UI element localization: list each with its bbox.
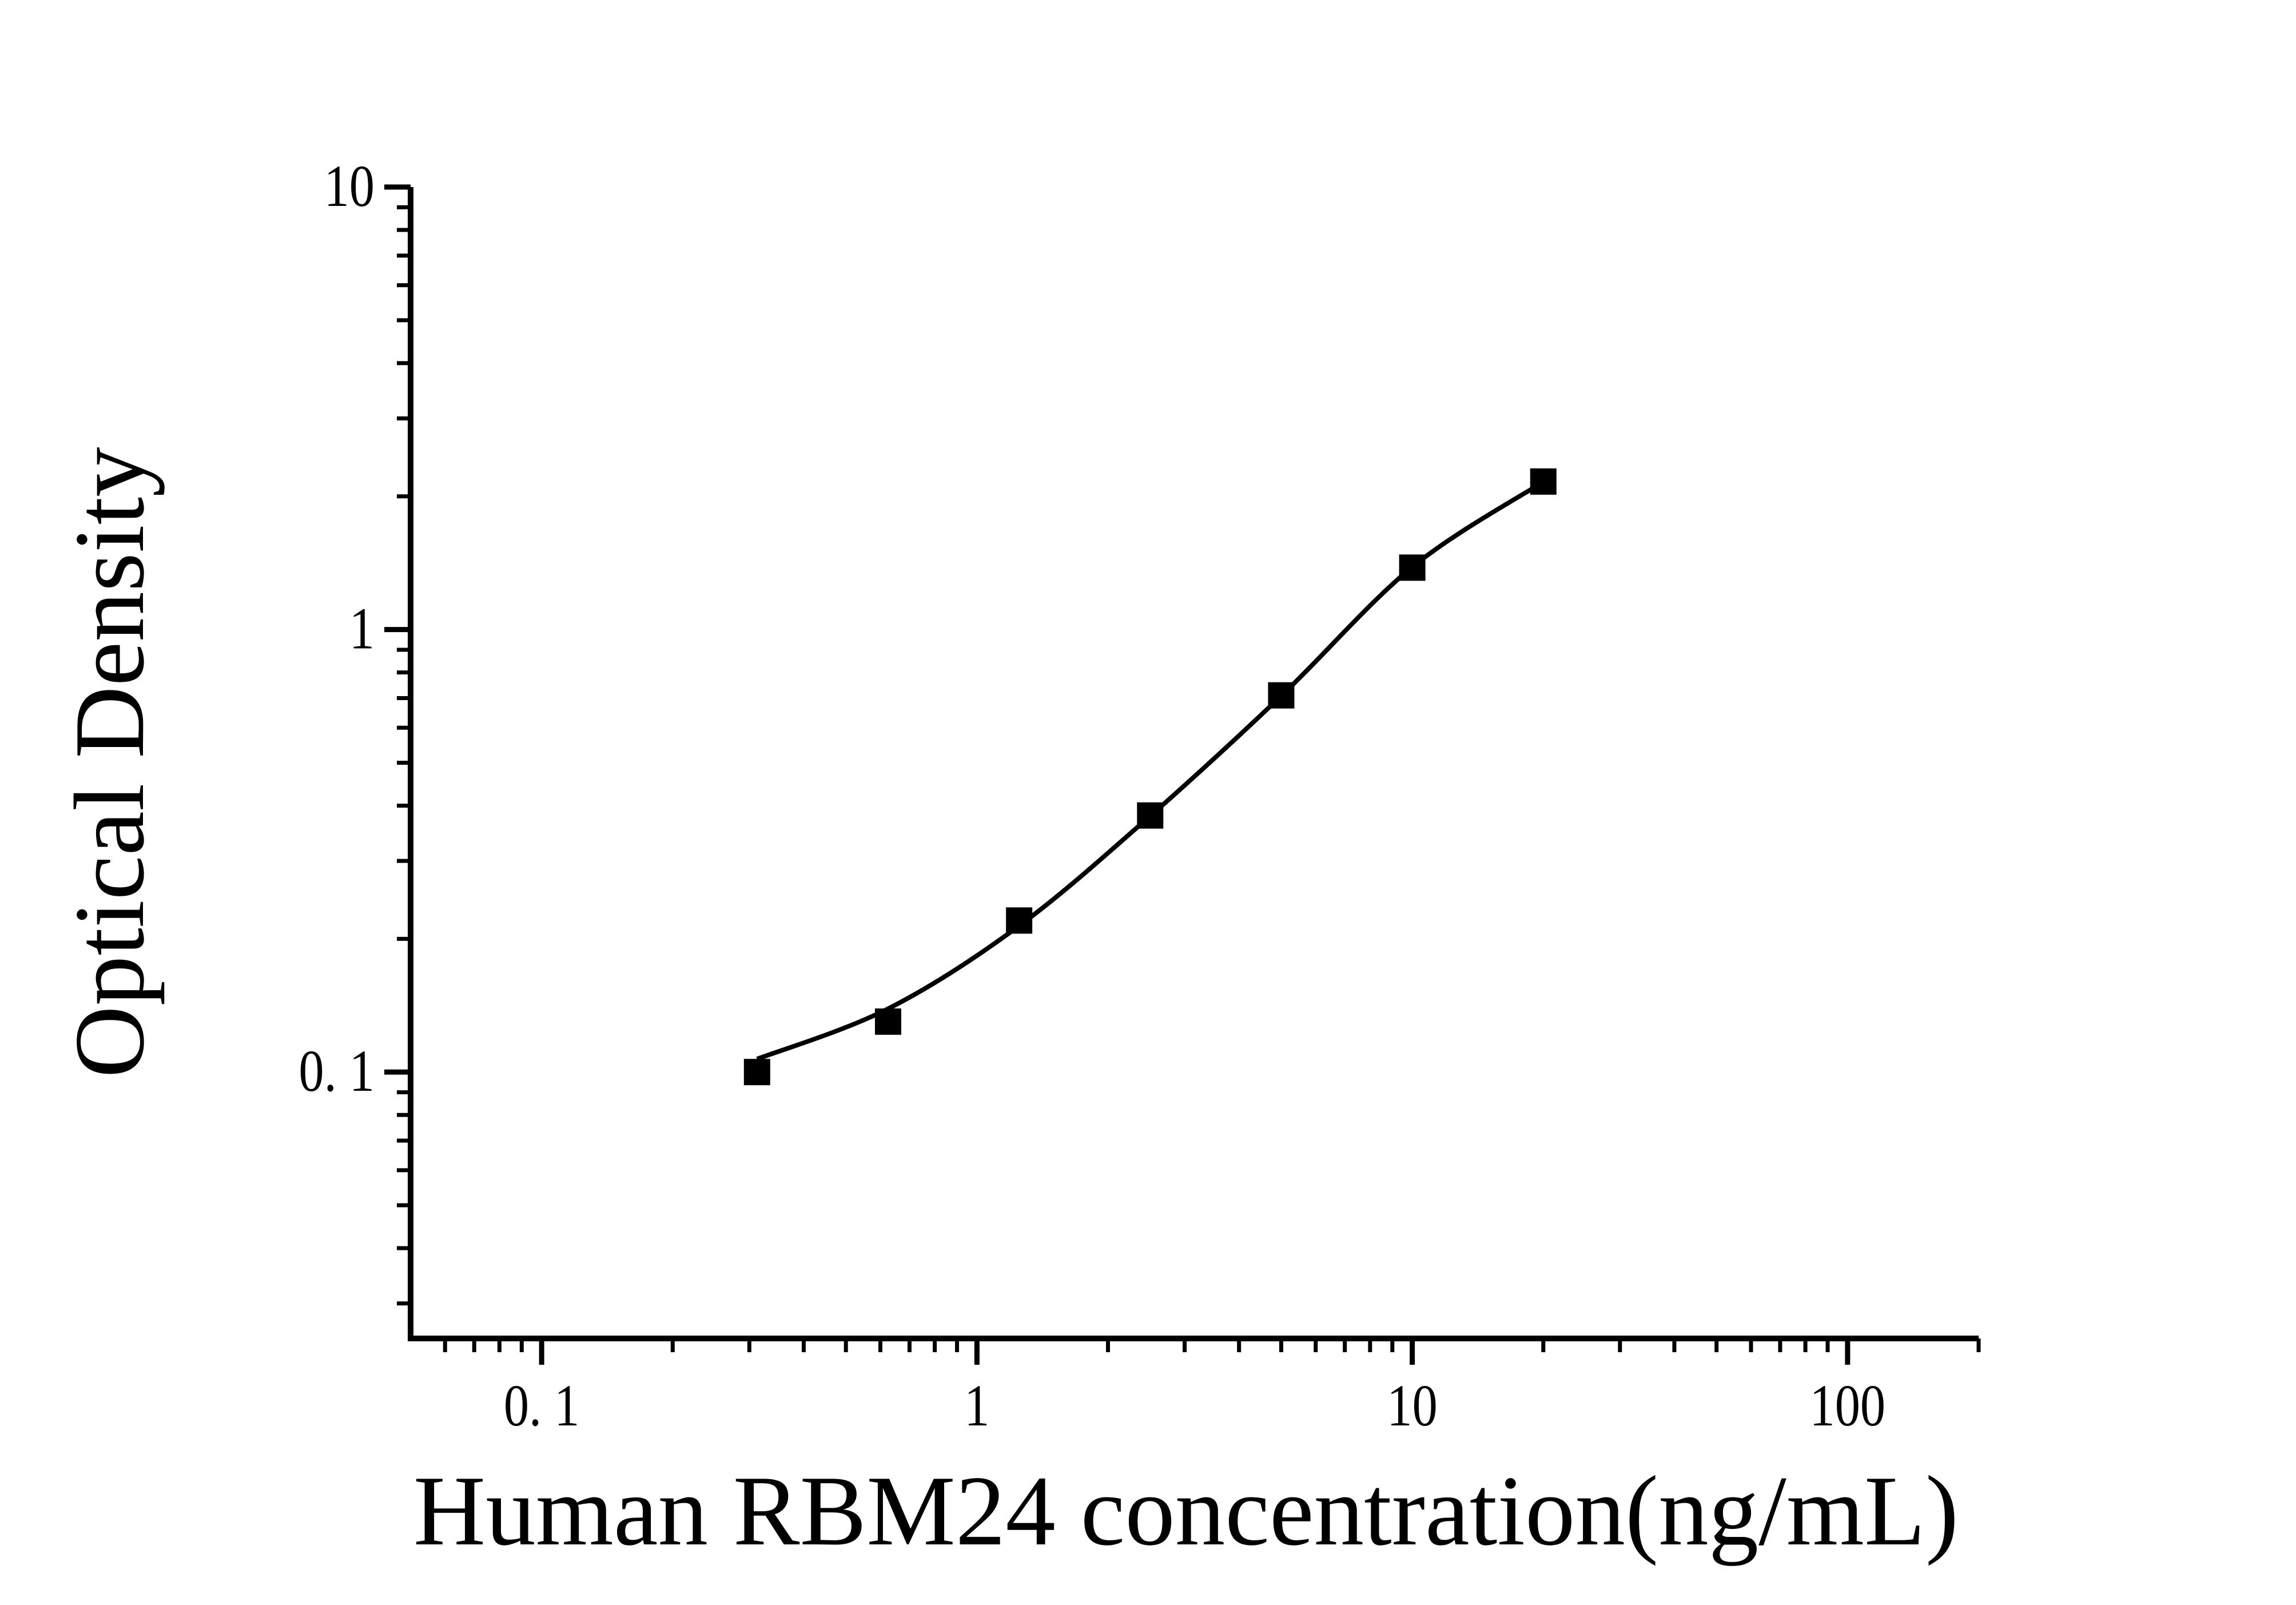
y-tick-label: 1 [349,595,375,661]
y-tick-label: 10 [324,153,375,218]
chart-layer: 0. 1 1 10 100 0. 1 1 10 [299,153,1981,1439]
x-tick-label: 100 [1810,1372,1886,1438]
axis-spine [408,187,1979,1341]
data-point-marker [1399,554,1426,581]
data-point-marker [875,1008,902,1035]
x-tick-label: 1 [964,1372,989,1438]
data-point-marker [1006,907,1033,934]
x-axis-title: Human RBM24 concentration(ng/mL) [413,1455,1959,1566]
data-point-marker [743,1059,770,1086]
data-point-marker [1268,682,1295,709]
x-tick-label: 0. 1 [504,1372,580,1438]
y-axis-title: Optical Density [54,447,165,1078]
x-tick-label: 10 [1387,1372,1437,1438]
y-tick-label: 0. 1 [299,1038,375,1104]
data-point-marker [1137,802,1164,829]
data-point-marker [1530,468,1557,495]
